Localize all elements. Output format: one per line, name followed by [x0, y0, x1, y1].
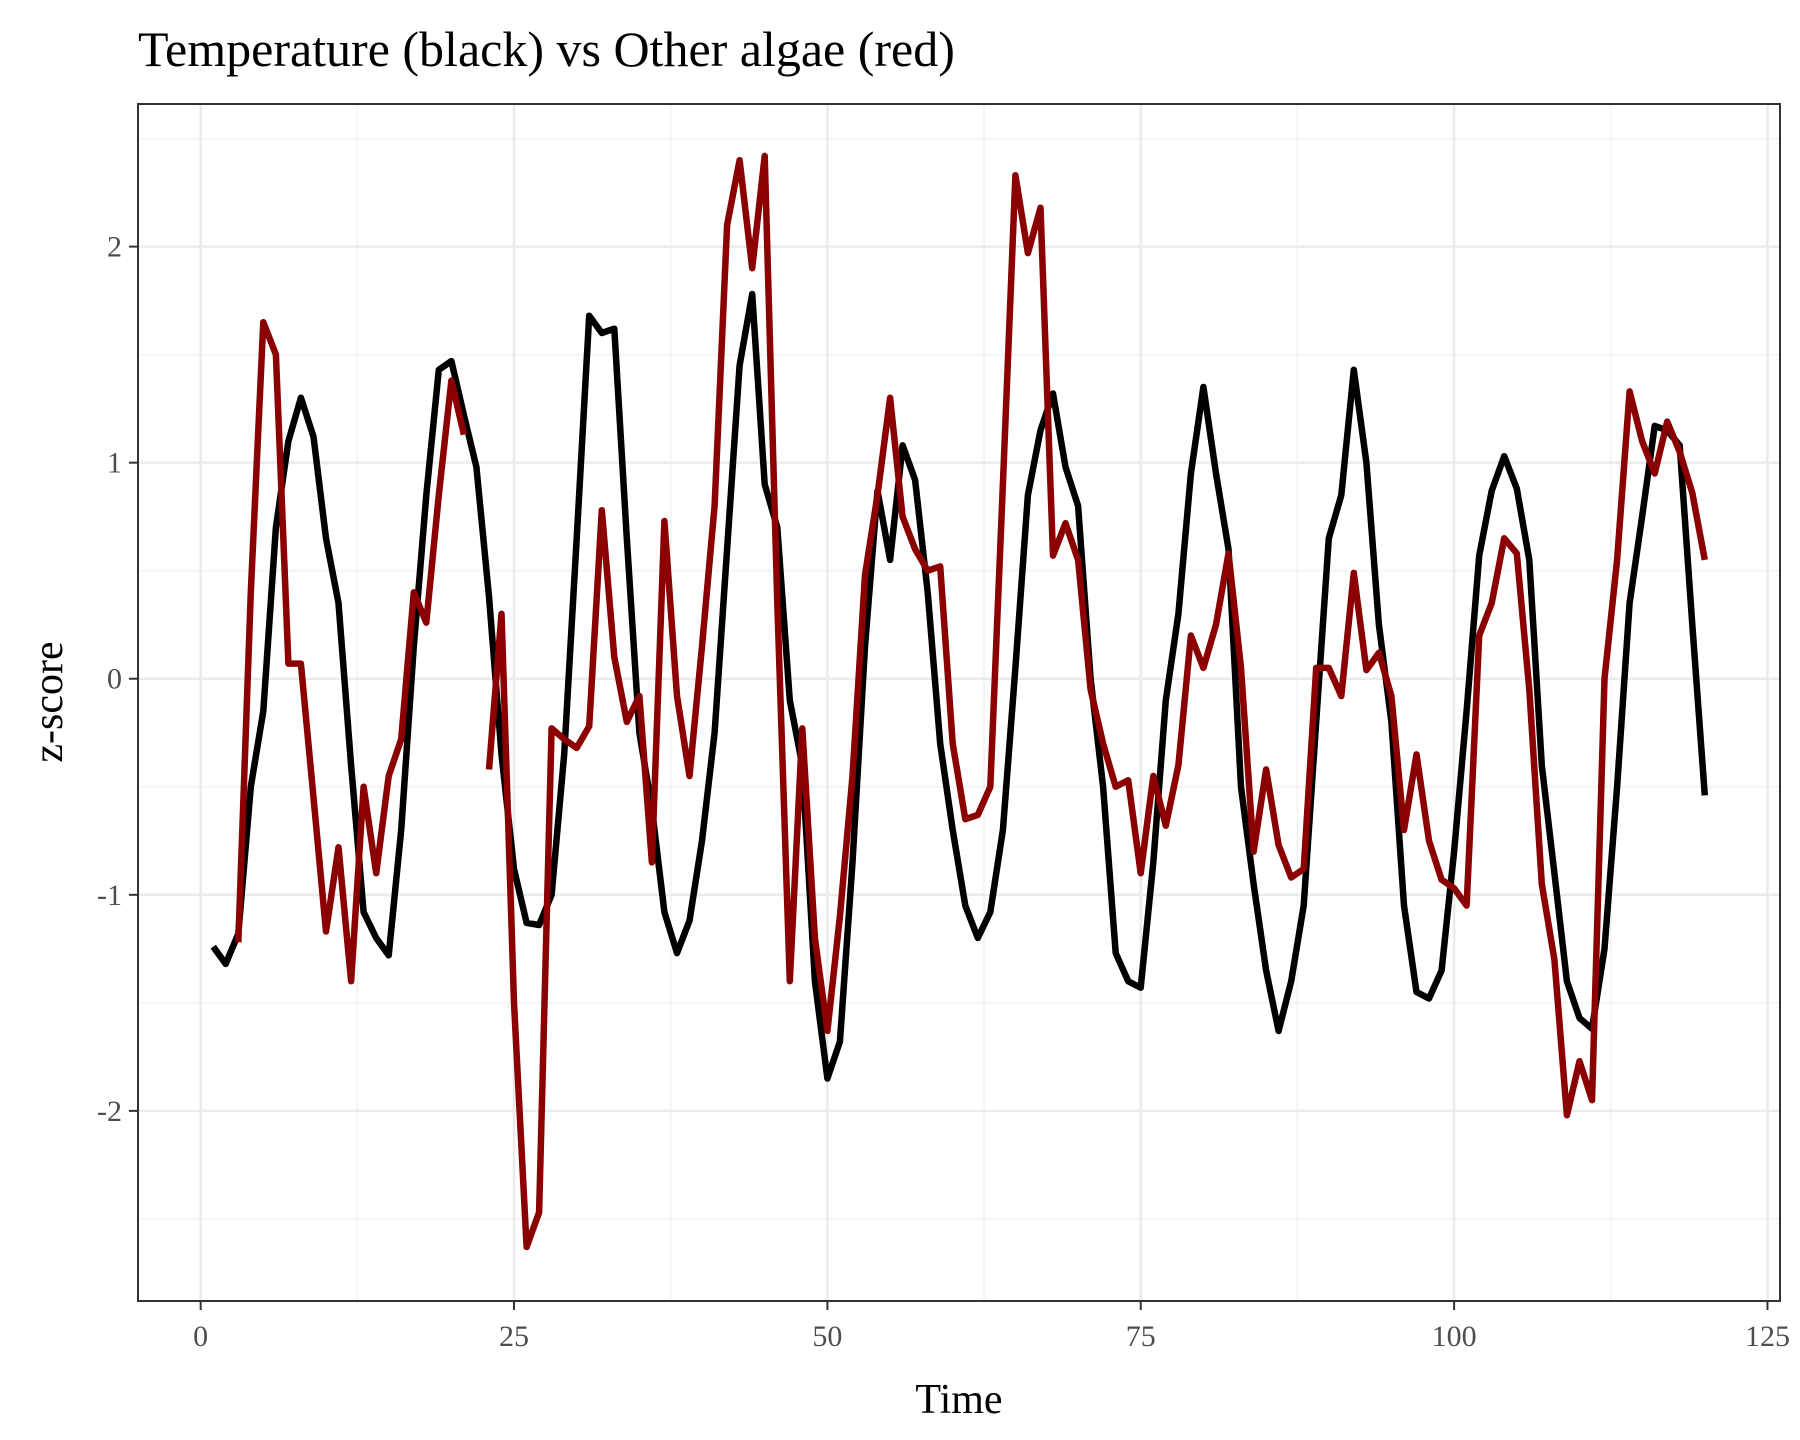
series-line-2 [235, 152, 1708, 1251]
y-tick-label: 2 [107, 231, 122, 264]
y-tick-label: -1 [97, 879, 122, 912]
plot-panel-border [137, 103, 1781, 1302]
x-tick-label: 125 [1745, 1320, 1790, 1353]
series-layer [210, 152, 1709, 1251]
major-gridlines [138, 104, 1780, 1301]
series-line-1 [210, 290, 1709, 1082]
x-tick-label: 25 [499, 1320, 529, 1353]
y-tick-label: -2 [97, 1095, 122, 1128]
y-axis-title: z-score [26, 641, 72, 762]
y-tick-label: 1 [107, 447, 122, 480]
chart-title: Temperature (black) vs Other algae (red) [138, 21, 955, 77]
minor-gridlines [138, 104, 1780, 1301]
x-tick-label: 100 [1432, 1320, 1477, 1353]
y-axis: -2 -1 0 1 2 [97, 231, 138, 1128]
x-axis-title: Time [915, 1377, 1002, 1423]
y-tick-label: 0 [107, 663, 122, 696]
x-tick-label: 75 [1126, 1320, 1156, 1353]
x-axis: 0 25 50 75 100 125 [193, 1301, 1790, 1353]
x-tick-label: 0 [193, 1320, 208, 1353]
x-tick-label: 50 [812, 1320, 842, 1353]
